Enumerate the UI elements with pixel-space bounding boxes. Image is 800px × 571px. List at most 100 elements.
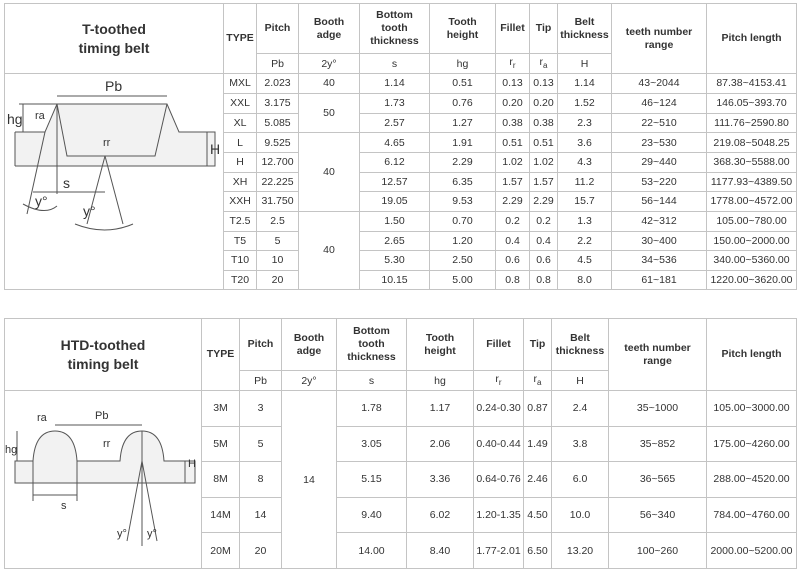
column-header: Fillet (473, 318, 524, 371)
data-cell: 6.50 (523, 532, 552, 569)
htd-belt-table: HTD-toothed timing belt TYPE Pitch Booth ad… (4, 318, 797, 569)
data-cell: 1.17 (406, 390, 474, 427)
data-cell: T20 (223, 269, 257, 290)
data-cell: 5.085 (256, 112, 299, 133)
unit-text: H (580, 57, 589, 70)
data-cell: 288.00~4520.00 (706, 461, 797, 498)
label-y2: y° (83, 203, 96, 219)
data-cell: 2.57 (359, 112, 430, 133)
data-row: T2.5 2.5 40 1.50 0.70 0.2 0.2 1.3 42~312 105.00~7… (5, 210, 797, 290)
data-cell: 1.20-1.35 (473, 496, 524, 534)
data-cell: 8 (239, 461, 282, 498)
data-cell: 0.2 (529, 210, 558, 232)
data-cell: 1.52 (557, 92, 612, 114)
data-cell: 87.38~4153.41 (706, 73, 797, 94)
data-cell: 1.3 (557, 210, 612, 232)
data-cell: 0.13 (529, 73, 558, 94)
data-row: 8M 8 5.15 3.36 0.64-0.76 2.46 6.0 36~565 288.00~… (5, 461, 797, 498)
t-belt-diagram: ra Pb hg rr H s y° y° (7, 78, 220, 231)
column-header: TYPE (223, 3, 257, 74)
unit-sub: r (498, 378, 502, 388)
title-cell: HTD-toothed timing belt (4, 318, 202, 391)
unit-cell: ra (523, 370, 552, 391)
data-cell: 105.00~780.00 (706, 210, 797, 232)
data-cell: MXL (223, 73, 257, 94)
data-row: ra Pb hg rr H s y° y° MXL 2.023 40 1.14 0.51… (4, 73, 797, 290)
column-header: Booth adge (298, 3, 360, 54)
data-cell: 146.05~393.70 (706, 92, 797, 114)
unit-sub: r (512, 61, 516, 71)
data-cell: 2.06 (406, 425, 474, 463)
unit-cell: Pb (256, 53, 299, 74)
column-header: Pitch length (706, 318, 797, 391)
data-cell: 13.20 (551, 532, 609, 569)
data-cell: 56~340 (608, 496, 707, 534)
data-cell: 0.20 (529, 92, 558, 114)
column-header: Bottom tooth thickness (359, 3, 430, 54)
label-y1: y° (35, 193, 48, 209)
data-cell: 1.14 (557, 73, 612, 94)
data-cell: 0.40-0.44 (473, 425, 524, 463)
data-cell: XXH (223, 191, 257, 212)
unit-cell: hg (429, 53, 496, 74)
data-cell: 12.57 (359, 171, 430, 192)
unit-cell: H (557, 53, 612, 74)
data-cell: 1.50 (359, 210, 430, 232)
data-cell: T10 (223, 250, 257, 271)
data-row: 20M 20 14.00 8.40 1.77-2.01 6.50 13.20 100~260 2… (5, 532, 797, 569)
data-cell: 2.4 (551, 390, 609, 427)
unit-cell: rr (495, 53, 530, 74)
data-cell: 0.87 (523, 390, 552, 427)
data-cell: 5.30 (359, 250, 430, 271)
column-header: Belt thickness (557, 3, 612, 54)
data-cell: 20M (201, 532, 240, 569)
data-cell: 11.2 (557, 171, 612, 192)
data-cell: 0.51 (529, 132, 558, 153)
data-cell: 40 (298, 210, 360, 290)
column-header: TYPE (201, 318, 240, 391)
label-s: s (61, 500, 67, 512)
data-cell: 2.65 (359, 230, 430, 251)
data-cell: 2.023 (256, 73, 299, 94)
data-cell: 20 (239, 532, 282, 569)
label-pb: Pb (95, 410, 108, 422)
column-header: Tooth height (406, 318, 474, 371)
data-cell: 219.08~5048.25 (706, 132, 797, 153)
data-cell: 35~852 (608, 425, 707, 463)
data-row: XH 22.225 12.57 6.35 1.57 1.57 11.2 53~220 1177.… (5, 171, 797, 192)
data-cell: 0.6 (529, 250, 558, 271)
data-cell: 8M (201, 461, 240, 498)
data-cell: 19.05 (359, 191, 430, 212)
data-cell: 5 (256, 230, 299, 251)
data-cell: 6.35 (429, 171, 496, 192)
label-rr: rr (103, 137, 111, 149)
data-cell: 0.51 (495, 132, 530, 153)
data-cell: 12.700 (256, 152, 299, 173)
title-cell: T-toothed timing belt (4, 3, 224, 74)
table-title: HTD-toothed timing belt (60, 336, 146, 372)
data-cell: 3 (239, 390, 282, 427)
unit-cell: H (551, 370, 609, 391)
data-cell: 5 (239, 425, 282, 463)
unit-text: Pb (271, 57, 284, 70)
data-cell: 0.4 (495, 230, 530, 251)
data-cell: 56~144 (611, 191, 707, 212)
data-cell: 61~181 (611, 269, 707, 290)
data-cell: 15.7 (557, 191, 612, 212)
unit-text: 2y° (321, 57, 337, 70)
data-cell: 784.00~4760.00 (706, 496, 797, 534)
unit-text: hg (434, 374, 446, 387)
data-cell: 43~2044 (611, 73, 707, 94)
data-cell: 368.30~5588.00 (706, 152, 797, 173)
data-cell: 35~1000 (608, 390, 707, 427)
data-cell: 14 (239, 496, 282, 534)
data-cell: 1.49 (523, 425, 552, 463)
data-cell: 340.00~5360.00 (706, 250, 797, 271)
header-row: T-toothed timing belt TYPE Pitch Booth adge… (4, 3, 797, 74)
unit-text: Pb (254, 374, 267, 387)
column-header: Pitch length (706, 3, 797, 74)
data-cell: 0.4 (529, 230, 558, 251)
unit-row: Pb 2y° s hg rr ra H (5, 53, 797, 74)
data-cell: 1778.00~4572.00 (706, 191, 797, 212)
